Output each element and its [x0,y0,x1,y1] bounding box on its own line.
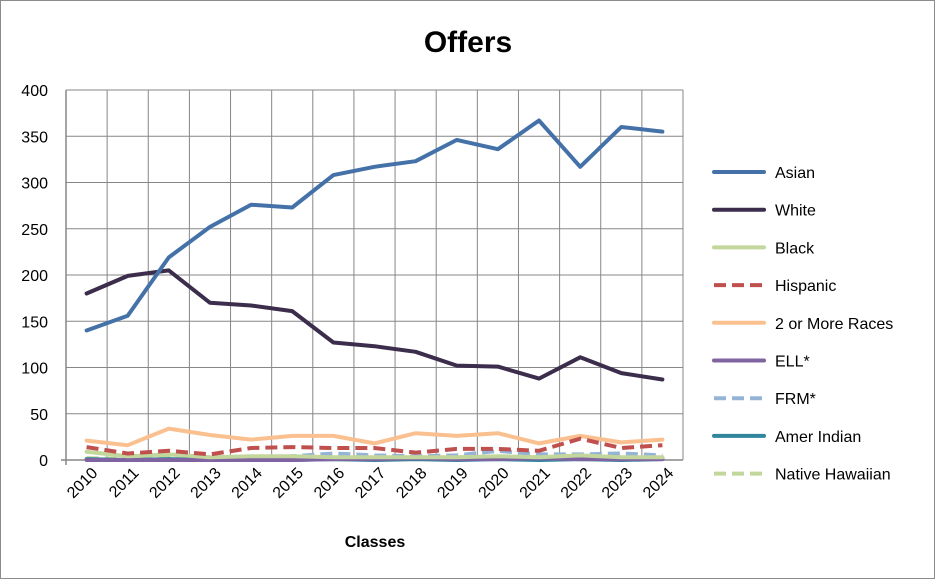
legend-label: Black [775,240,815,257]
y-tick-label: 100 [21,361,48,378]
legend-label: ELL* [775,354,810,371]
chart-title: Offers [424,26,512,59]
x-tick-label: 2011 [106,465,142,501]
series-line-asian [84,118,665,333]
y-tick-label: 250 [21,222,48,239]
legend-label: Native Hawaiian [775,467,891,484]
x-tick-label: 2024 [640,465,677,502]
series-line-hispanic [86,436,663,457]
legend-label: Asian [775,165,815,182]
legend-label: 2 or More Races [775,316,893,333]
x-tick-label: 2012 [146,465,183,502]
series-line-2-or-more-races [84,426,665,448]
x-tick-label: 2014 [229,465,266,502]
x-tick-label: 2016 [311,465,348,502]
legend-label: Amer Indian [775,429,861,446]
y-tick-label: 50 [30,407,48,424]
x-axis-ticks: 2010 2011 2012 2013 2014 2015 2016 2017 2018 2019… [64,465,677,502]
x-tick-label: 2023 [599,465,636,502]
x-tick-label: 2021 [517,465,554,502]
x-tick-label: 2019 [434,465,471,502]
legend-label: Hispanic [775,278,836,295]
x-tick-label: 2010 [64,465,101,502]
series-line-white [84,268,665,382]
x-tick-label: 2017 [352,465,389,502]
y-tick-label: 400 [21,83,48,100]
x-axis-label: Classes [345,534,406,551]
y-tick-label: 350 [21,129,48,146]
legend-label: FRM* [775,391,816,408]
x-tick-label: 2020 [476,465,513,502]
x-tick-label: 2018 [393,465,430,502]
legend-label: White [775,203,816,220]
y-tick-label: 300 [21,176,48,193]
y-axis-ticks: 0 50 100 150 200 250 300 350 400 [21,83,48,470]
y-tick-label: 200 [21,268,48,285]
legend: Asian White Black Hispanic 2 or More Races EL… [712,165,893,484]
x-tick-label: 2013 [188,465,225,502]
y-tick-label: 0 [39,453,48,470]
series-lines [84,118,665,462]
y-tick-label: 150 [21,314,48,331]
x-tick-label: 2022 [558,465,595,502]
x-tick-label: 2015 [270,465,307,502]
series-line-black [84,449,665,460]
